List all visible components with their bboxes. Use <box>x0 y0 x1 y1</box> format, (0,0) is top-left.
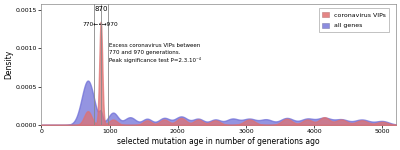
X-axis label: selected mutation age in number of generations ago: selected mutation age in number of gener… <box>117 137 320 146</box>
Text: Excess coronavirus VIPs between
770 and 970 generations.
Peak significance test : Excess coronavirus VIPs between 770 and … <box>109 43 201 63</box>
Text: 870: 870 <box>94 6 108 12</box>
Text: 770←•→970: 770←•→970 <box>83 22 119 27</box>
Y-axis label: Density: Density <box>4 50 13 79</box>
Legend: coronavirus VIPs, all genes: coronavirus VIPs, all genes <box>318 9 389 32</box>
